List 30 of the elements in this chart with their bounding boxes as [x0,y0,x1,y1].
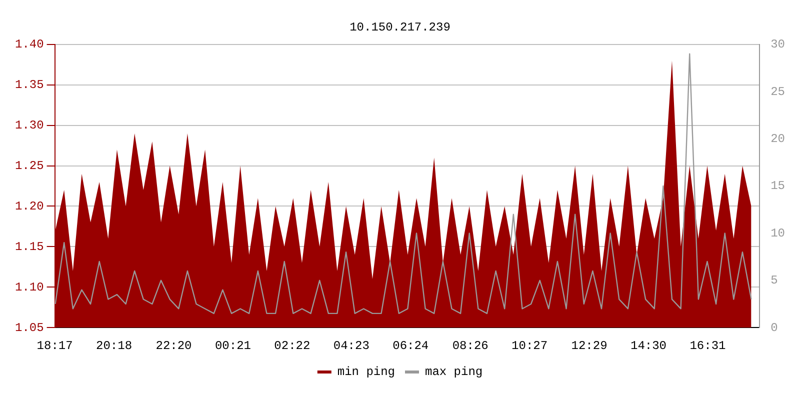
y2-tick-label: 30 [770,38,786,52]
x-tick-label: 00:21 [214,338,251,353]
legend-label: max ping [425,365,483,380]
x-tick-label: 08:26 [452,338,488,353]
y2-tick-label: 0 [770,320,778,335]
y2-tick-label: 20 [770,132,786,146]
x-tick-label: 04:23 [333,338,370,353]
y2-tick-label: 15 [770,179,786,194]
y-tick-label: 1.35 [14,78,44,92]
x-tick-label: 02:22 [274,338,310,353]
x-tick-label: 18:17 [36,338,73,353]
y-tick-label: 1.15 [14,240,44,254]
x-tick-label: 20:18 [96,338,132,353]
x-tick-label: 10:27 [512,338,548,353]
y-tick-label: 1.30 [14,118,44,132]
chart-title: 10.150.217.239 [350,20,450,34]
y-tick-label: 1.20 [14,199,44,214]
legend-label: min ping [337,365,395,380]
y-tick-label: 1.40 [14,38,44,52]
y-tick-label: 1.10 [14,280,44,294]
y2-tick-label: 25 [770,84,786,99]
y2-tick-label: 5 [770,274,778,288]
y2-tick-label: 10 [770,226,786,240]
x-tick-label: 16:31 [690,338,726,353]
x-tick-label: 06:24 [392,338,429,353]
x-tick-label: 14:30 [630,338,667,353]
y-tick-label: 1.25 [14,158,44,173]
x-tick-label: 12:29 [571,338,608,353]
y-tick-label: 1.05 [14,320,44,335]
x-tick-label: 22:20 [156,338,192,353]
